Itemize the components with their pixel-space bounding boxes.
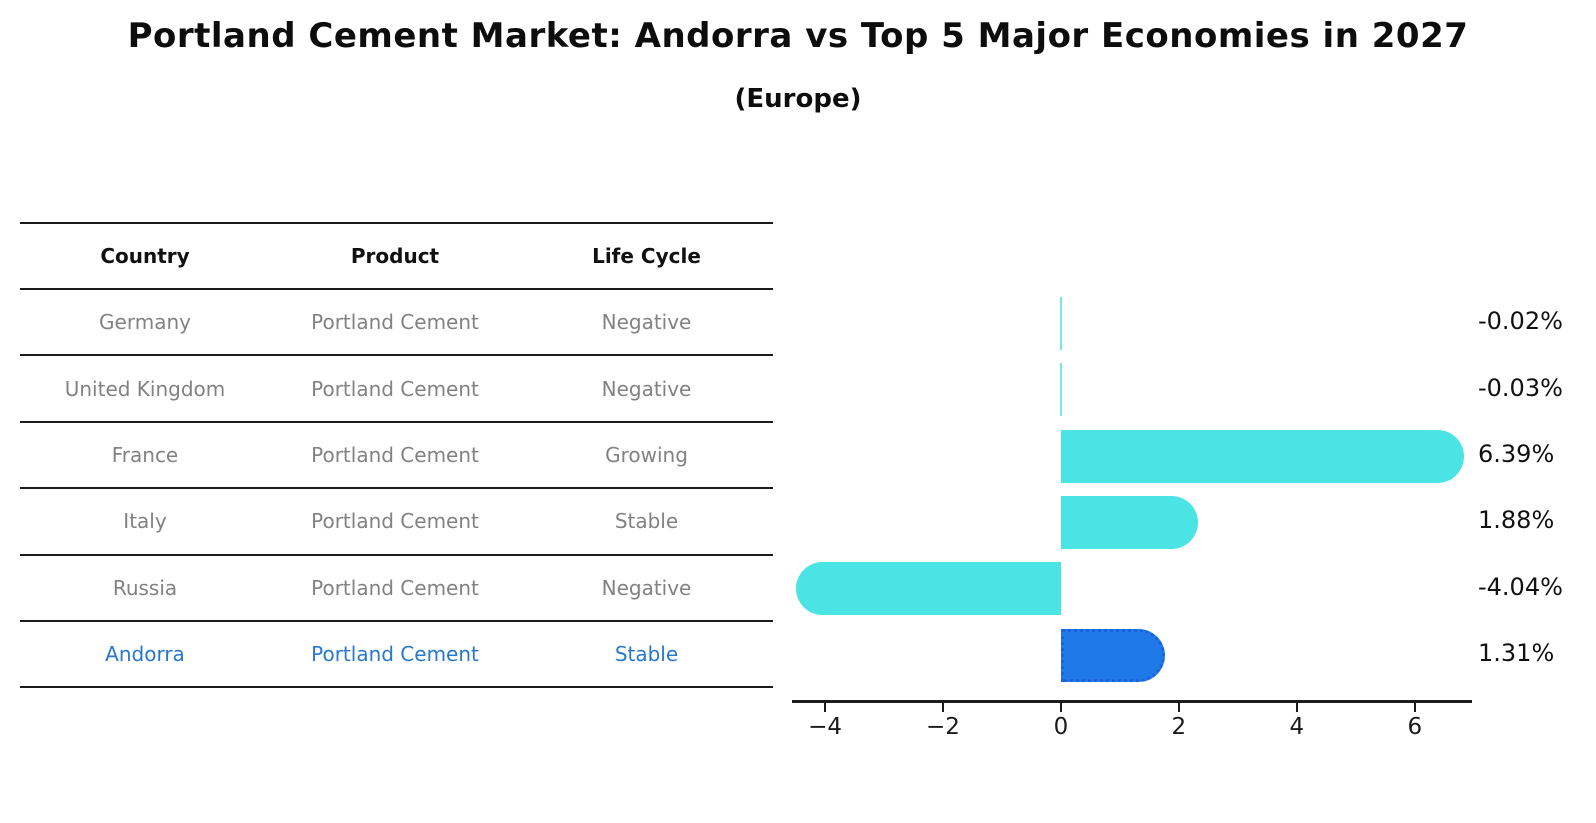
table-row-united-kingdom: United Kingdom Portland Cement Negative [20,356,773,423]
bar-united-kingdom [1059,363,1063,417]
bar-italy [1060,495,1199,549]
x-tick-mark [1059,702,1063,712]
table-cell-product: Portland Cement [311,575,479,600]
x-tick-mark [1413,702,1417,712]
table-cell-lifecycle: Stable [614,642,679,667]
table-cell-lifecycle: Negative [601,376,692,401]
table-header-country: Country [100,244,190,268]
value-label-france: 6.39% [1478,440,1555,468]
x-tick-label: 2 [1171,714,1187,740]
table-cell-lifecycle: Negative [601,575,692,600]
table-row-italy: Italy Portland Cement Stable [20,489,773,556]
value-label-germany: -0.02% [1478,307,1563,336]
x-tick-mark [1295,702,1299,712]
table-cell-country: Russia [112,575,178,600]
table-cell-product: Portland Cement [311,509,479,534]
table-header-product: Product [350,244,440,268]
x-tick-mark [823,702,827,712]
table-row-russia: Russia Portland Cement Negative [20,556,773,622]
table-cell-country: Germany [99,310,191,335]
bar-germany [1059,296,1063,350]
x-tick-label: −4 [808,714,842,740]
table-cell-country: Andorra [105,642,185,667]
x-tick-label: 0 [1053,714,1069,740]
bar-russia [796,562,1061,616]
table-cell-country: Italy [123,509,167,534]
table-header-lifecycle: Life Cycle [592,244,701,268]
x-tick-label: −2 [926,714,960,740]
table-cell-product: Portland Cement [311,442,479,467]
table-cell-country: France [111,442,179,467]
table-cell-country: United Kingdom [64,376,226,401]
x-axis-line [792,700,1472,703]
bar-france [1060,429,1465,483]
page-subtitle: (Europe) [734,84,862,114]
page-title: Portland Cement Market: Andorra vs Top 5… [127,16,1469,56]
x-tick-mark [941,702,945,712]
table-body: Germany Portland Cement Negative United Kin… [20,290,773,689]
table-cell-product: Portland Cement [311,376,479,401]
table-row-germany: Germany Portland Cement Negative [20,290,773,357]
x-tick-label: 6 [1407,714,1423,740]
value-label-andorra: 1.31% [1478,639,1555,668]
table-cell-lifecycle: Stable [614,509,679,534]
table-cell-lifecycle: Growing [605,442,688,467]
value-label-italy: 1.88% [1478,506,1555,535]
bar-andorra [1060,628,1165,682]
table-cell-lifecycle: Negative [601,310,692,335]
table-row-france: France Portland Cement Growing [20,423,773,490]
value-label-russia: -4.04% [1478,572,1563,601]
value-label-united-kingdom: -0.03% [1478,373,1563,402]
table-cell-product: Portland Cement [311,310,479,335]
market-table: Country Product Life Cycle Germany Portla… [20,222,773,689]
x-tick-label: 4 [1289,714,1305,740]
table-row-andorra: Andorra Portland Cement Stable [20,622,773,689]
table-header-row: Country Product Life Cycle [20,224,773,290]
table-cell-product: Portland Cement [311,642,479,667]
x-tick-mark [1177,702,1181,712]
